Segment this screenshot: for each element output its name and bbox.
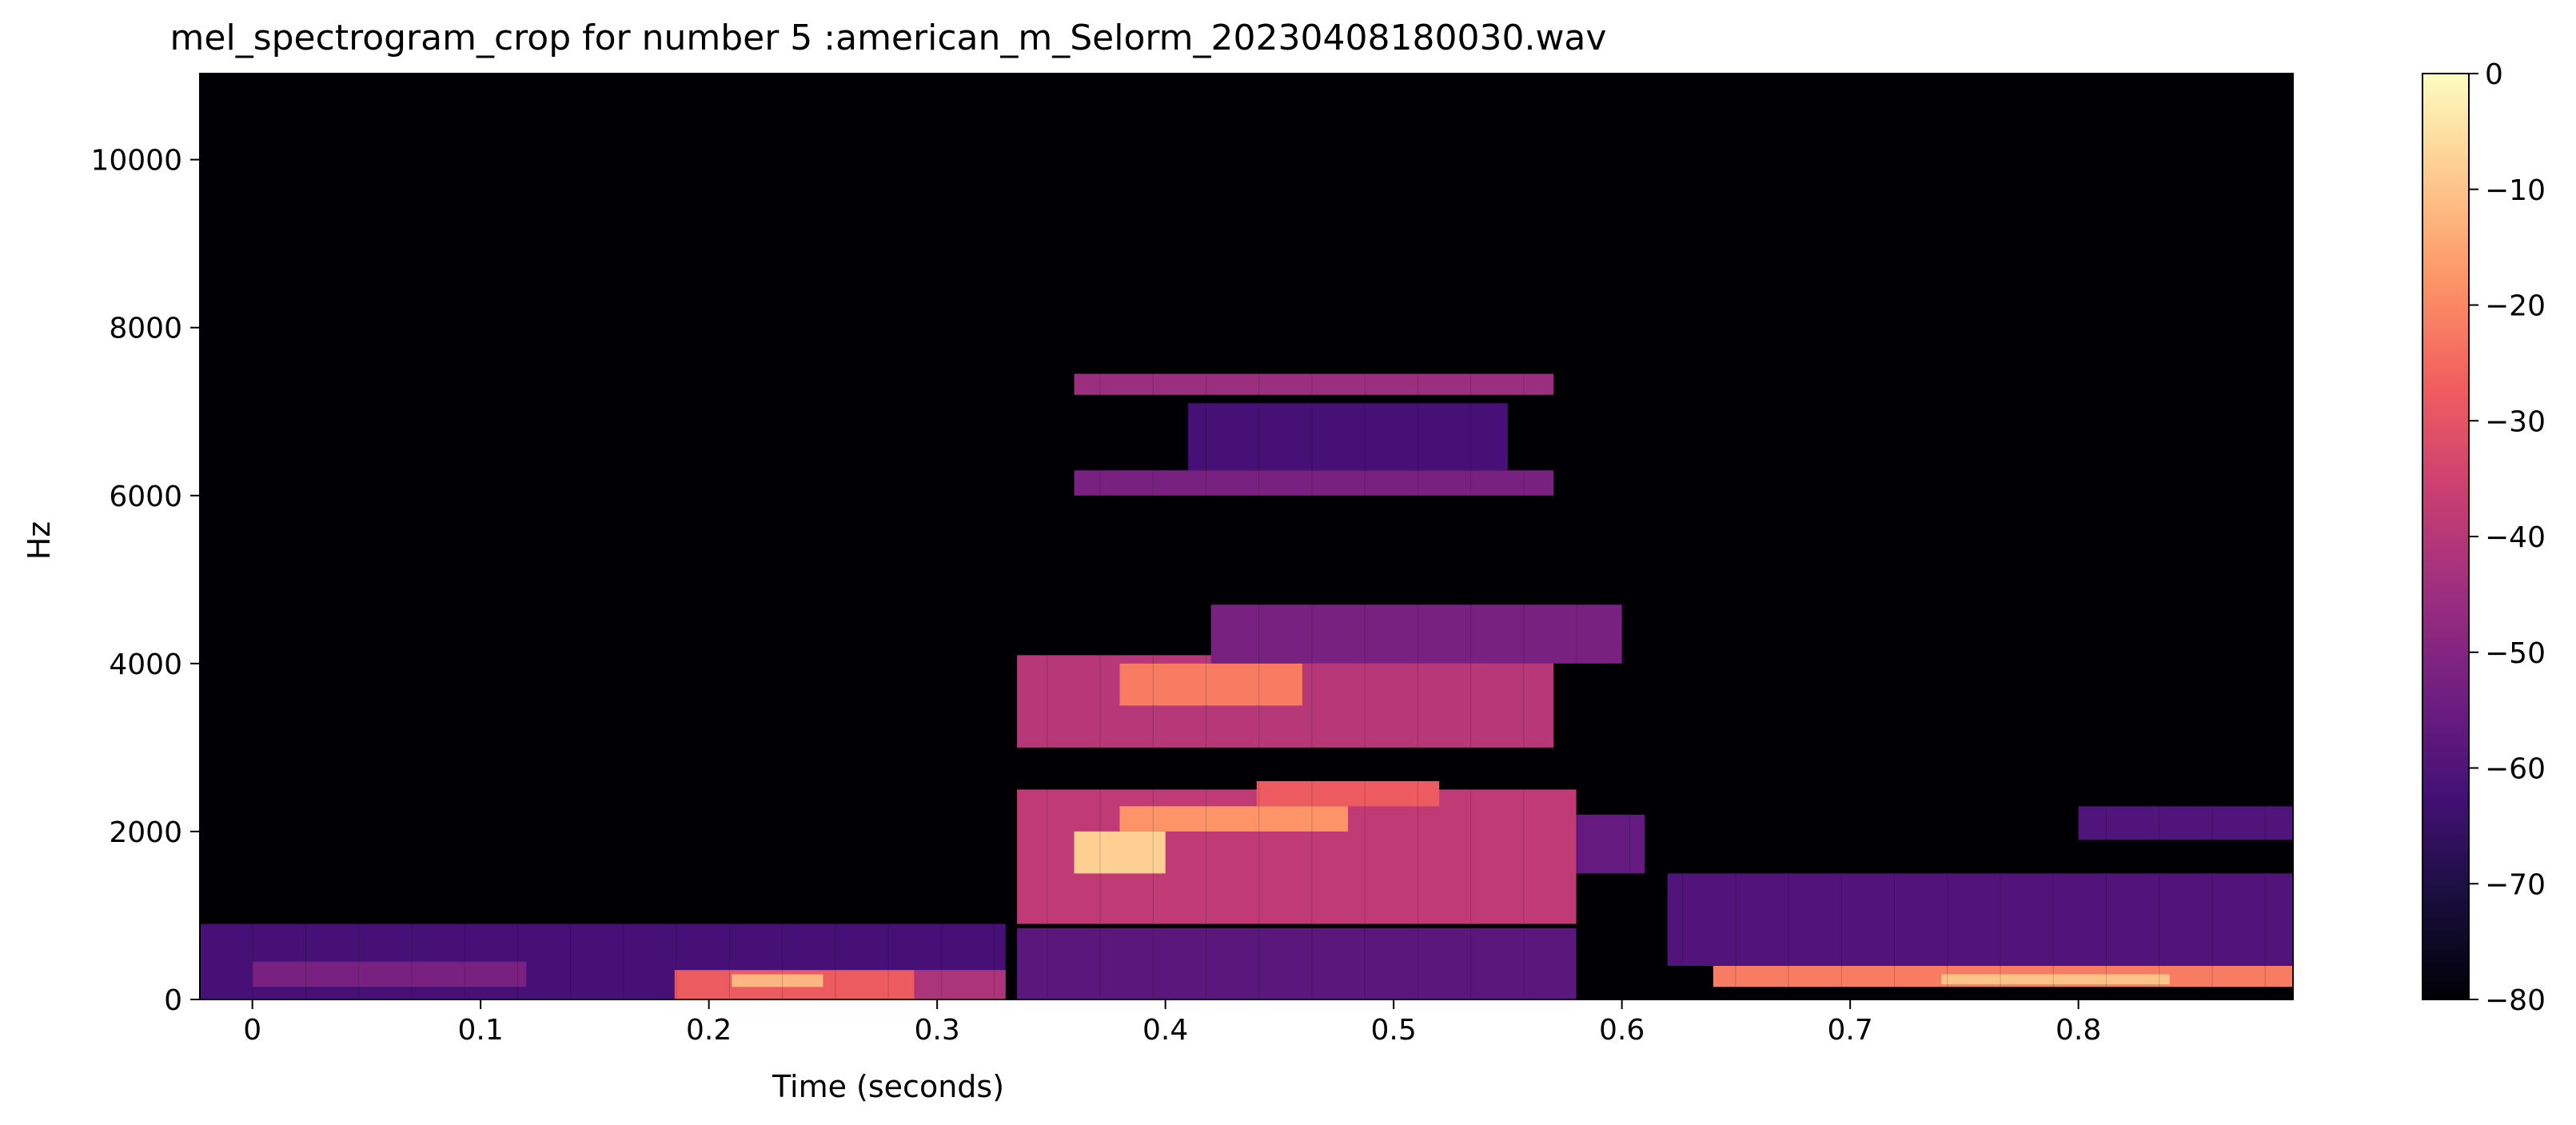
y-tick-label: 2000 [109,816,182,849]
heatmap-cell [1017,928,1577,999]
x-tick-label: 0 [243,1014,261,1047]
heatmap-cell [914,970,1006,999]
x-tick-label: 0.7 [1828,1014,1873,1047]
x-tick-label: 0.2 [686,1014,732,1047]
colorbar-tick-label: −30 [2485,405,2546,438]
colorbar-tick-label: −10 [2485,174,2546,207]
heatmap-cell [1667,873,2293,966]
heatmap-cell [1074,373,1553,395]
colorbar-tick-label: −40 [2485,521,2546,554]
heatmap-cell [732,974,823,987]
colorbar-tick-label: 0 [2485,58,2503,91]
x-tick-label: 0.3 [915,1014,960,1047]
y-tick-label: 0 [164,984,182,1017]
x-axis-label: Time (seconds) [772,1069,1004,1104]
x-tick-label: 0.4 [1142,1014,1188,1047]
heatmap-cell [1074,831,1166,874]
y-axis: 0 2000 4000 6000 8000 10000 [90,145,200,1017]
colorbar-tick-label: −80 [2485,984,2546,1017]
heatmap-cell [1119,663,1302,706]
heatmap-cell [1074,470,1553,496]
colorbar-tick-label: −50 [2485,637,2546,670]
x-tick-label: 0.8 [2056,1014,2101,1047]
y-axis-label: Hz [22,521,57,561]
x-tick-label: 0.1 [458,1014,504,1047]
colorbar: 0 −10 −20 −30 −40 −50 −60 −70 −80 [2422,58,2546,1017]
y-tick-label: 4000 [109,648,182,681]
y-tick-label: 6000 [109,481,182,513]
colorbar-tick-label: −20 [2485,290,2546,323]
plot-frame [199,73,2294,1000]
heatmap-cell [1188,403,1508,471]
y-tick-label: 10000 [90,145,182,178]
heatmap-cell [252,961,527,987]
heatmap-cell [1941,974,2170,985]
x-tick-label: 0.5 [1371,1014,1417,1047]
colorbar-tick-label: −70 [2485,868,2546,901]
colorbar-tick-label: −60 [2485,753,2546,786]
y-tick-label: 8000 [109,313,182,345]
heatmap-cell [1210,604,1622,664]
heatmap-cell [2078,806,2293,840]
x-axis: 0 0.1 0.2 0.3 0.4 0.5 0.6 0.7 0.8 [243,999,2101,1047]
heatmap-cell [1119,806,1348,832]
colorbar-gradient [2422,73,2470,1000]
heatmap-cell [1256,780,1440,807]
heatmap-cell [1576,814,1645,874]
chart-title: mel_spectrogram_crop for number 5 :ameri… [170,18,1607,58]
spectrogram-plot [199,73,2294,1000]
x-tick-label: 0.6 [1599,1014,1645,1047]
